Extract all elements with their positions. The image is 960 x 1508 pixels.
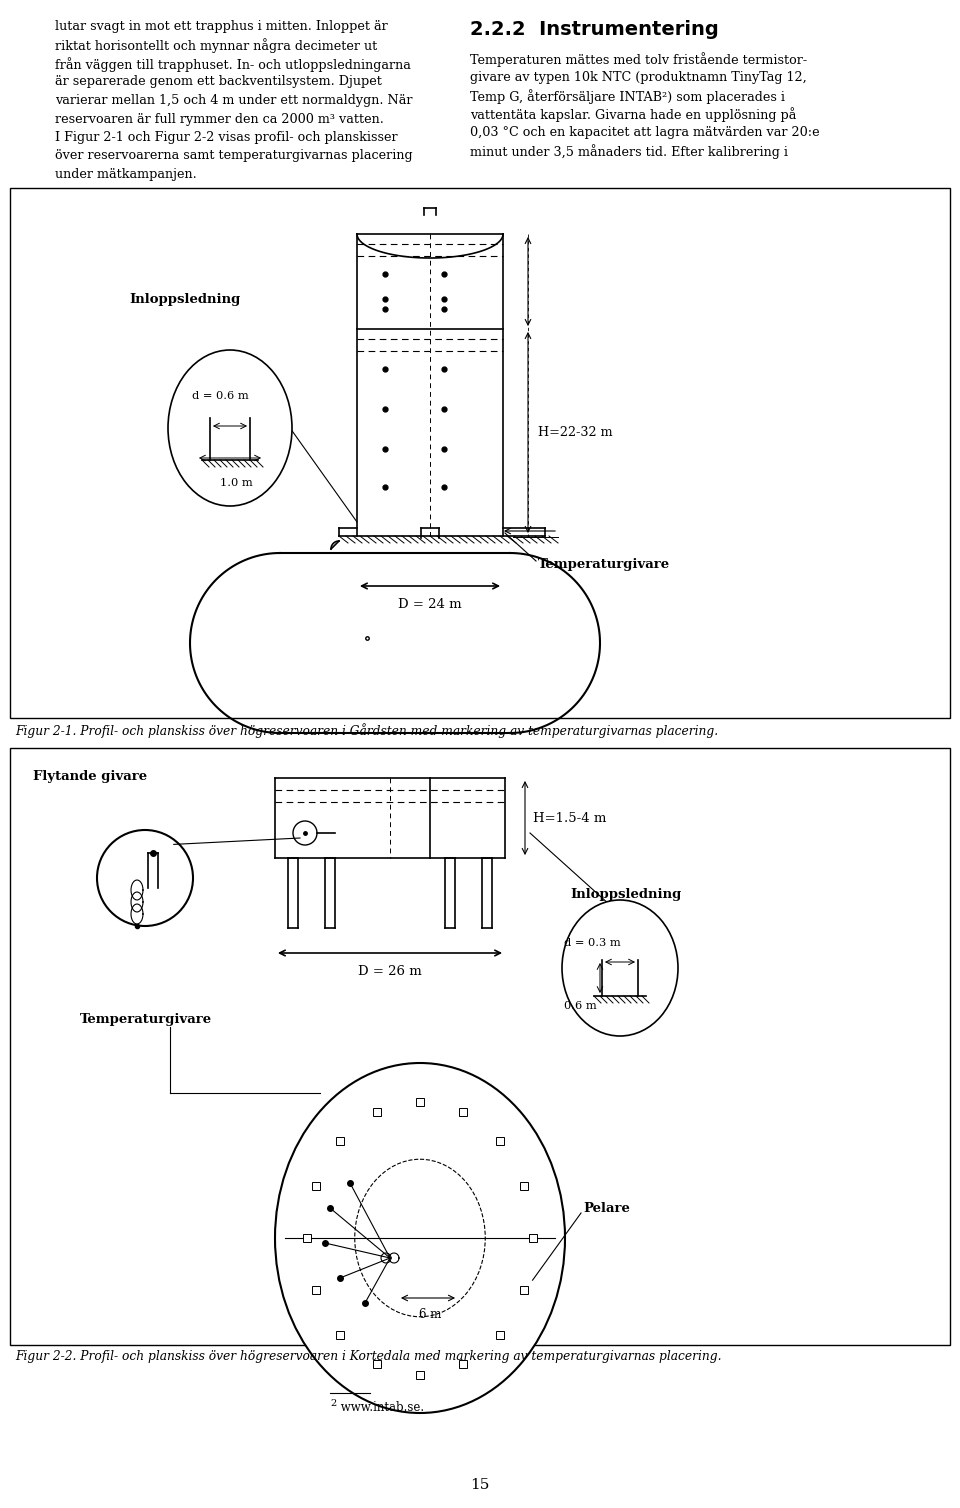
Text: d = 0.6 m: d = 0.6 m bbox=[192, 391, 249, 401]
Bar bbox=[416, 1098, 424, 1105]
Ellipse shape bbox=[275, 1063, 565, 1413]
Text: www.intab.se.: www.intab.se. bbox=[337, 1401, 424, 1415]
Bar bbox=[303, 1234, 311, 1243]
Text: Flytande givare: Flytande givare bbox=[33, 771, 147, 783]
Bar bbox=[336, 1137, 344, 1146]
Text: D = 26 m: D = 26 m bbox=[358, 965, 421, 979]
Text: Pelare: Pelare bbox=[583, 1202, 630, 1214]
Text: givare av typen 10k NTC (produktnamn TinyTag 12,: givare av typen 10k NTC (produktnamn Tin… bbox=[470, 71, 806, 83]
Text: d = 0.3 m: d = 0.3 m bbox=[564, 938, 621, 949]
Text: Temperaturgivare: Temperaturgivare bbox=[538, 558, 670, 572]
Bar bbox=[311, 1286, 320, 1294]
Text: från väggen till trapphuset. In- och utloppsledningarna: från väggen till trapphuset. In- och utl… bbox=[55, 57, 411, 72]
Text: under mätkampanjen.: under mätkampanjen. bbox=[55, 167, 197, 181]
Bar bbox=[529, 1234, 537, 1243]
Text: I Figur 2-1 och Figur 2-2 visas profil- och planskisser: I Figur 2-1 och Figur 2-2 visas profil- … bbox=[55, 131, 397, 143]
Text: H=1.5-4 m: H=1.5-4 m bbox=[533, 811, 607, 825]
Text: Temperaturen mättes med tolv fristående termistor-: Temperaturen mättes med tolv fristående … bbox=[470, 51, 807, 66]
Bar bbox=[520, 1286, 529, 1294]
Bar bbox=[416, 1371, 424, 1378]
Text: varierar mellan 1,5 och 4 m under ett normaldygn. När: varierar mellan 1,5 och 4 m under ett no… bbox=[55, 93, 413, 107]
Text: Temperaturgivare: Temperaturgivare bbox=[80, 1013, 212, 1025]
Text: lutar svagt in mot ett trapphus i mitten. Inloppet är: lutar svagt in mot ett trapphus i mitten… bbox=[55, 20, 388, 33]
Bar bbox=[459, 1360, 468, 1368]
Text: minut under 3,5 månaders tid. Efter kalibrering i: minut under 3,5 månaders tid. Efter kali… bbox=[470, 145, 788, 160]
Text: Inloppsledning: Inloppsledning bbox=[130, 293, 241, 306]
Text: 0.6 m: 0.6 m bbox=[564, 1001, 597, 1010]
Text: D = 24 m: D = 24 m bbox=[398, 599, 462, 611]
Text: 1.0 m: 1.0 m bbox=[220, 478, 252, 489]
Bar bbox=[520, 1182, 529, 1190]
Bar bbox=[10, 748, 950, 1345]
Text: 6 m: 6 m bbox=[419, 1307, 442, 1321]
Text: Figur 2-2. Profil- och planskiss över högreservoaren i Kortedala med markering a: Figur 2-2. Profil- och planskiss över hö… bbox=[15, 1350, 722, 1363]
Text: Figur 2-1. Profil- och planskiss över högreservoaren i Gårdsten med markering av: Figur 2-1. Profil- och planskiss över hö… bbox=[15, 722, 718, 737]
Text: Inloppsledning: Inloppsledning bbox=[570, 888, 682, 900]
Text: H=22-32 m: H=22-32 m bbox=[538, 425, 612, 439]
Text: riktat horisontellt och mynnar några decimeter ut: riktat horisontellt och mynnar några dec… bbox=[55, 39, 377, 53]
Ellipse shape bbox=[562, 900, 678, 1036]
Text: 0,03 °C och en kapacitet att lagra mätvärden var 20:e: 0,03 °C och en kapacitet att lagra mätvä… bbox=[470, 127, 820, 139]
Bar bbox=[311, 1182, 320, 1190]
Bar bbox=[459, 1108, 468, 1116]
Text: 2.2.2  Instrumentering: 2.2.2 Instrumentering bbox=[470, 20, 719, 39]
Text: 2: 2 bbox=[330, 1399, 336, 1408]
Ellipse shape bbox=[168, 350, 292, 507]
Bar bbox=[336, 1330, 344, 1339]
Text: Temp G, återförsäljare INTAB²) som placerades i: Temp G, återförsäljare INTAB²) som place… bbox=[470, 89, 785, 104]
Text: 15: 15 bbox=[470, 1478, 490, 1491]
Text: är separerade genom ett backventilsystem. Djupet: är separerade genom ett backventilsystem… bbox=[55, 75, 382, 89]
Text: vattentäta kapslar. Givarna hade en upplösning på: vattentäta kapslar. Givarna hade en uppl… bbox=[470, 107, 797, 122]
Text: över reservoarerna samt temperaturgivarnas placering: över reservoarerna samt temperaturgivarn… bbox=[55, 149, 413, 163]
Bar bbox=[372, 1108, 381, 1116]
Bar bbox=[496, 1137, 504, 1146]
Bar bbox=[10, 188, 950, 718]
Text: reservoaren är full rymmer den ca 2000 m³ vatten.: reservoaren är full rymmer den ca 2000 m… bbox=[55, 113, 384, 125]
Bar bbox=[372, 1360, 381, 1368]
Bar bbox=[496, 1330, 504, 1339]
